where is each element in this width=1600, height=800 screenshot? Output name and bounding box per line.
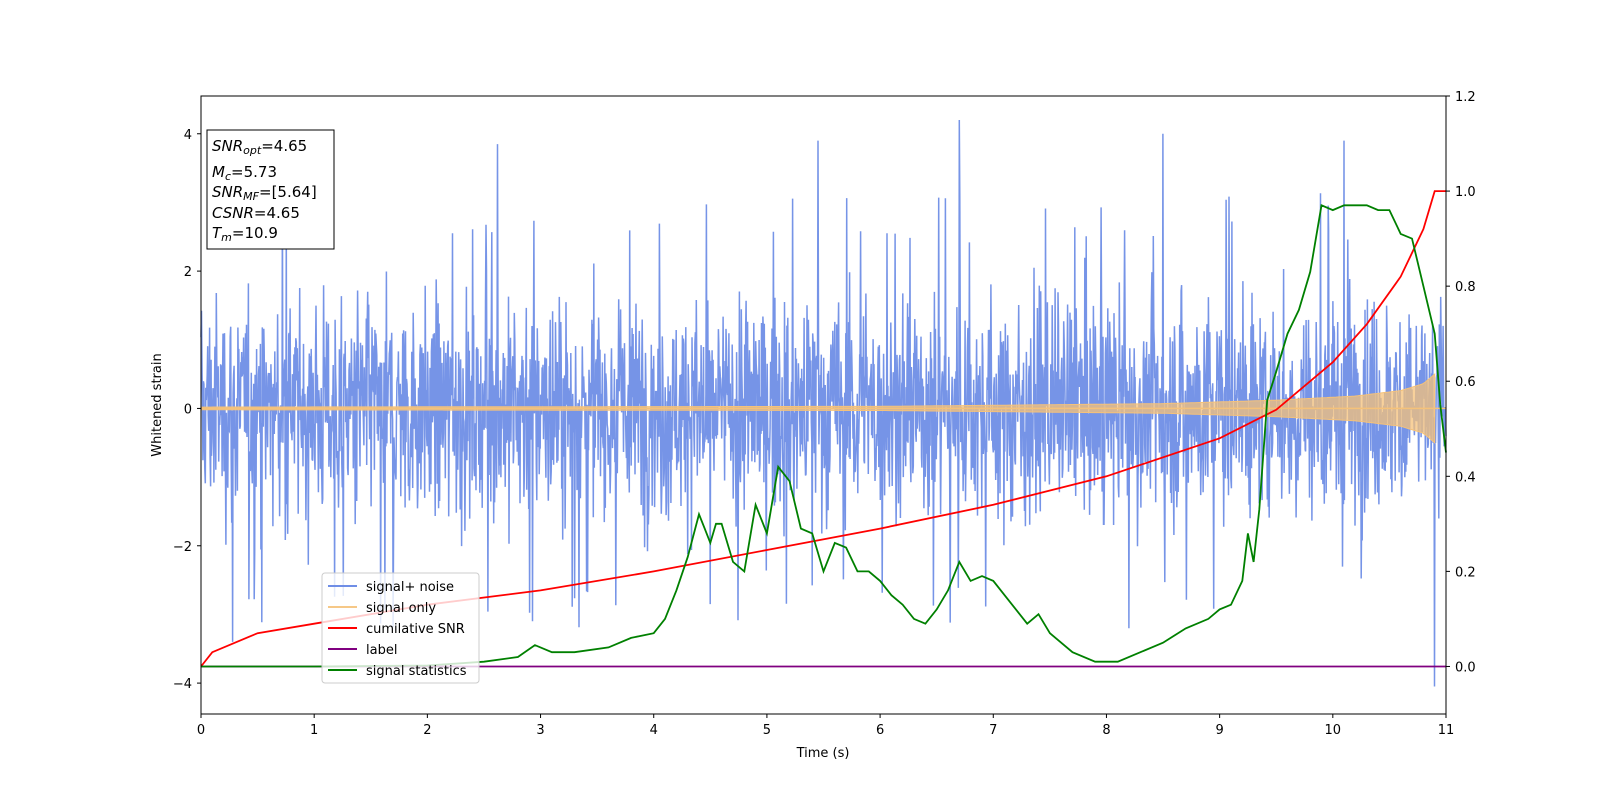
y-tick-label: −2 [173,540,192,555]
x-tick-label: 0 [197,723,205,738]
cumulative-snr-trace [200,190,1446,668]
x-tick-label: 10 [1325,723,1342,738]
y-tick-label: 4 [184,128,192,143]
info-mc: Mc=5.73 [212,163,277,183]
y2-tick-label: 1.2 [1455,90,1476,105]
y-axis-right: 0.0 0.2 0.4 0.6 0.8 1.0 1.2 [1446,90,1476,675]
x-tick-label: 9 [1215,723,1223,738]
info-snr-mf: SNRMF=[5.64] [212,183,317,203]
legend-label-signal-only: signal only [366,601,436,616]
x-tick-label: 7 [989,723,997,738]
x-tick-label: 4 [650,723,658,738]
y2-tick-label: 1.0 [1455,185,1476,200]
legend-label-cumulative-snr: cumilative SNR [366,622,465,637]
y2-tick-label: 0.6 [1455,375,1476,390]
y2-tick-label: 0.0 [1455,660,1476,675]
legend-label-signal-noise: signal+ noise [366,580,454,595]
y-axis-left: −4 −2 0 2 4 [173,128,201,692]
y-tick-label: −4 [173,677,192,692]
legend: signal+ noise signal only cumilative SNR… [321,572,480,684]
x-axis: 0 1 2 3 4 5 6 7 8 9 10 11 [197,714,1454,738]
plot-frame [200,95,1447,715]
info-tm: Tm=10.9 [212,224,278,244]
x-tick-label: 6 [876,723,884,738]
series-cumulative-snr [200,190,1446,668]
signal-statistics-trace [201,204,1447,668]
y-tick-label: 0 [184,402,192,417]
info-box-frame [206,129,335,250]
info-box: SNRopt=4.65 Mc=5.73 SNRMF=[5.64] CSNR=4.… [206,129,335,250]
legend-frame [321,572,480,684]
plot-area [200,119,1447,687]
y2-tick-label: 0.2 [1455,565,1476,580]
series-signal-only [200,373,1446,444]
y2-tick-label: 0.8 [1455,280,1476,295]
series-signal-statistics [201,204,1447,668]
x-tick-label: 5 [763,723,771,738]
info-csnr: CSNR=4.65 [212,204,300,222]
x-axis-label: Time (s) [796,746,850,761]
y-tick-label: 2 [184,265,192,280]
legend-label-signal-statistics: signal statistics [366,664,467,679]
y-axis-label: Whitened strain [150,353,165,456]
x-tick-label: 11 [1438,723,1455,738]
x-tick-label: 3 [536,723,544,738]
x-tick-label: 1 [310,723,318,738]
y2-tick-label: 0.4 [1455,470,1476,485]
legend-label-label: label [366,643,397,658]
info-snr-opt: SNRopt=4.65 [212,137,307,157]
x-tick-label: 8 [1102,723,1110,738]
x-tick-label: 2 [423,723,431,738]
